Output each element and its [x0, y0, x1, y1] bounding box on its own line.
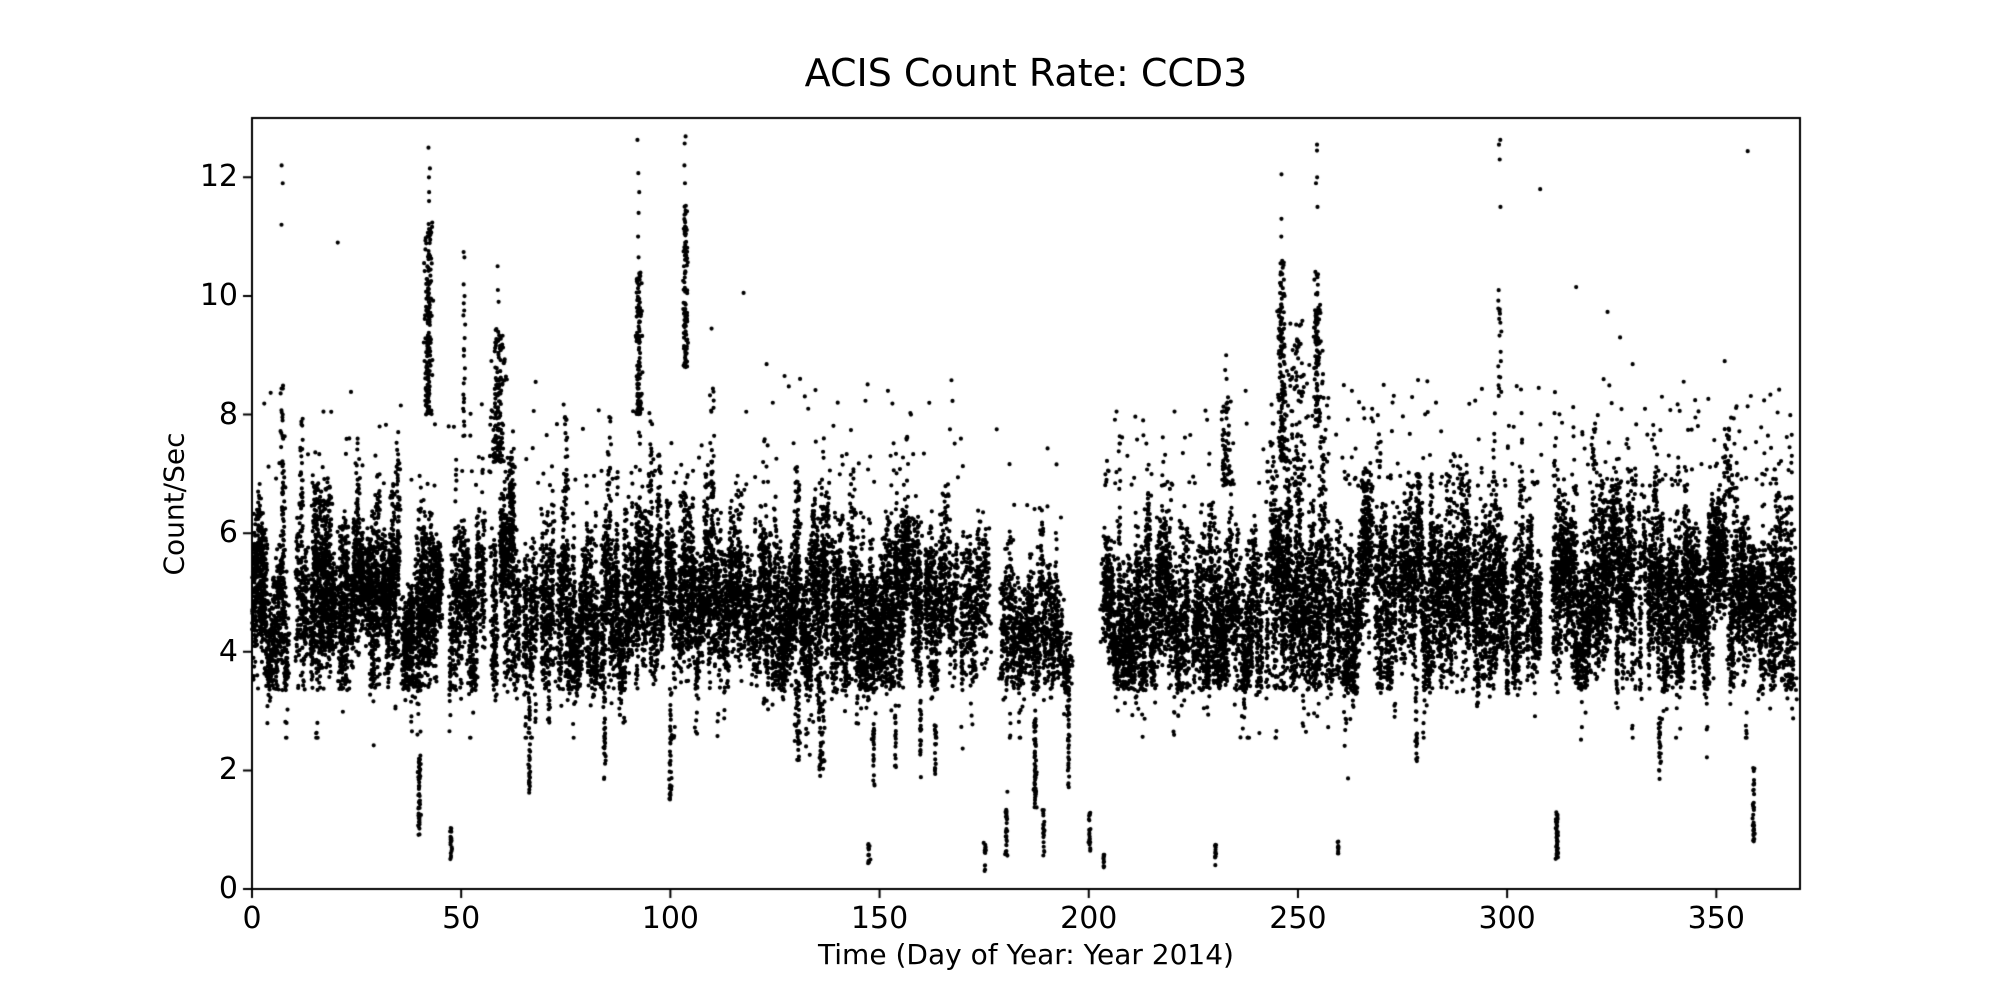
x-tick-label: 200	[1060, 901, 1118, 936]
y-axis-label-text: Count/Sec	[157, 432, 191, 576]
y-tick-label: 4	[218, 633, 238, 669]
x-axis-label: Time (Day of Year: Year 2014)	[818, 938, 1234, 971]
x-tick-label: 100	[641, 901, 699, 936]
x-tick-label: 250	[1269, 901, 1327, 936]
chart-title: ACIS Count Rate: CCD3	[804, 51, 1248, 95]
y-tick-label: 8	[218, 396, 238, 432]
y-tick-label: 10	[199, 277, 238, 313]
y-tick-label: 2	[218, 752, 238, 788]
y-tick-label: 0	[218, 871, 238, 906]
x-tick-label: 350	[1687, 901, 1745, 936]
y-tick-label: 12	[199, 159, 238, 195]
x-tick-label: 150	[850, 901, 909, 936]
x-tick-label: 300	[1478, 901, 1536, 936]
x-tick-label: 0	[242, 901, 262, 936]
y-tick-label: 6	[218, 515, 238, 551]
x-tick-label: 50	[442, 901, 481, 936]
